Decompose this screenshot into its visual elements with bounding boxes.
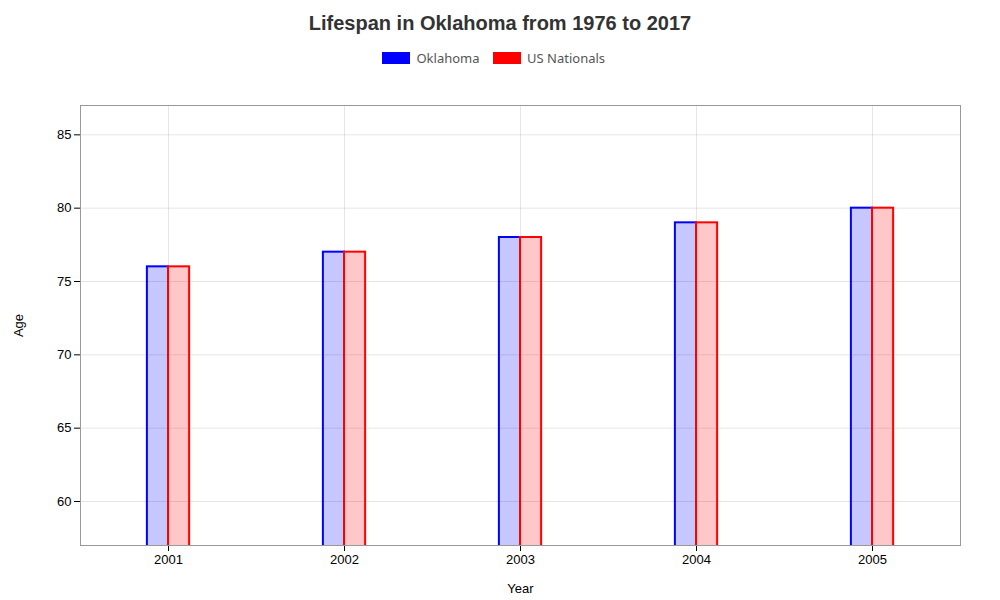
svg-text:Year: Year	[507, 580, 534, 595]
svg-text:Age: Age	[11, 313, 26, 336]
svg-text:2003: 2003	[506, 551, 535, 566]
svg-text:85: 85	[57, 126, 71, 141]
html-text:US Nationals: US Nationals	[527, 48, 605, 67]
svg-text:2004: 2004	[682, 551, 711, 566]
svg-text:2002: 2002	[330, 551, 359, 566]
svg-text:2005: 2005	[858, 551, 887, 566]
svg-text:70: 70	[57, 346, 71, 361]
svg-text:65: 65	[57, 420, 71, 435]
svg-text:2001: 2001	[154, 551, 183, 566]
svg-text:60: 60	[57, 493, 71, 508]
html-text:Oklahoma: Oklahoma	[416, 48, 480, 67]
svg-text:80: 80	[57, 200, 71, 215]
svg-text:75: 75	[57, 273, 71, 288]
html-text:Lifespan in Oklahoma from 1976: Lifespan in Oklahoma from 1976 to 2017	[308, 12, 692, 34]
